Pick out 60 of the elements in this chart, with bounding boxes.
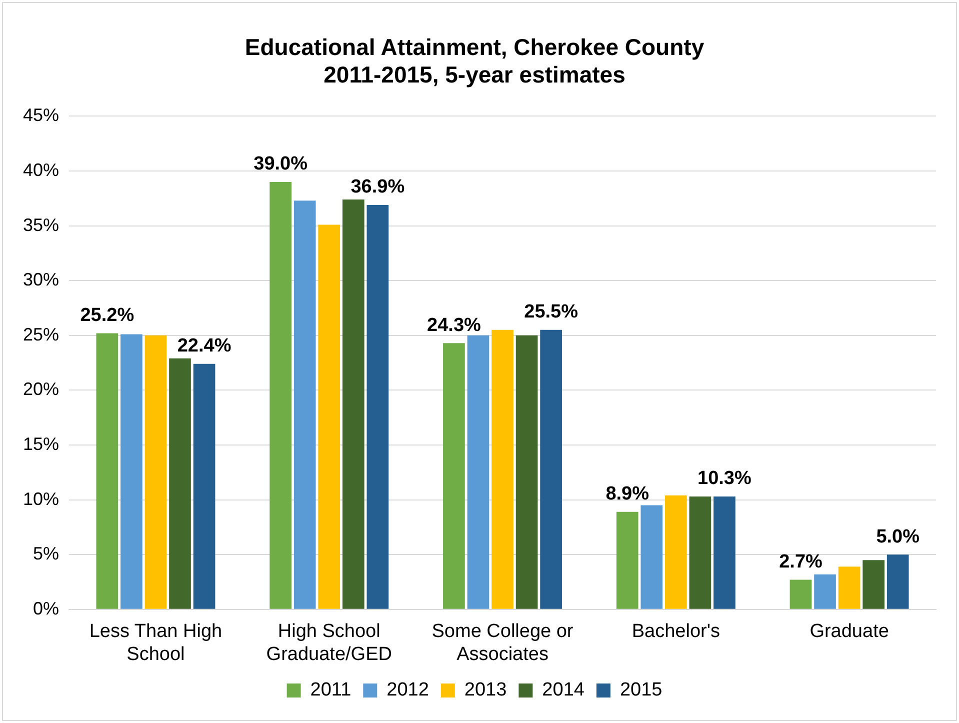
bar bbox=[96, 333, 118, 609]
y-tick-label: 30% bbox=[22, 270, 60, 290]
y-tick-label: 15% bbox=[22, 434, 60, 454]
bar bbox=[838, 566, 860, 609]
bar bbox=[814, 574, 836, 609]
category-label: Graduate/GED bbox=[266, 644, 392, 665]
bar bbox=[714, 496, 736, 609]
bar bbox=[540, 330, 562, 609]
category-label: Some College or bbox=[432, 621, 574, 642]
bar bbox=[193, 364, 216, 609]
data-label: 39.0% bbox=[254, 154, 308, 175]
y-tick-label: 45% bbox=[22, 105, 60, 126]
y-tick-label: 25% bbox=[22, 324, 60, 344]
y-tick-label: 5% bbox=[33, 544, 60, 564]
y-tick-label: 20% bbox=[22, 379, 60, 400]
category-label: High School bbox=[278, 621, 380, 642]
category-label: School bbox=[126, 644, 185, 665]
bar bbox=[318, 224, 340, 609]
data-label: 8.9% bbox=[606, 484, 650, 505]
bar bbox=[886, 554, 909, 609]
legend-label: 2015 bbox=[620, 680, 662, 701]
bar bbox=[144, 335, 167, 609]
legend-label: 2013 bbox=[464, 680, 507, 701]
data-label: 5.0% bbox=[876, 526, 920, 548]
bar bbox=[790, 580, 812, 609]
data-label: 2.7% bbox=[779, 552, 823, 573]
y-tick-label: 40% bbox=[22, 160, 60, 180]
bar bbox=[169, 358, 191, 609]
bar bbox=[294, 200, 316, 609]
bar bbox=[516, 335, 538, 609]
x-tick-label: Graduate bbox=[810, 621, 889, 642]
y-tick-label: 10% bbox=[22, 488, 60, 509]
y-tick-label: 35% bbox=[22, 214, 60, 235]
bar bbox=[270, 182, 292, 609]
text: 2011-2015, 5-year estimates bbox=[324, 62, 626, 88]
bar bbox=[689, 496, 712, 609]
data-label: 10.3% bbox=[698, 468, 752, 490]
data-label: 25.5% bbox=[524, 302, 578, 323]
y-tick-label: 0% bbox=[33, 598, 60, 618]
category-label: Less Than High bbox=[89, 621, 222, 642]
data-label: 25.2% bbox=[80, 304, 134, 326]
bar bbox=[664, 495, 687, 609]
bar bbox=[443, 343, 465, 609]
category-label: Associates bbox=[456, 644, 548, 665]
bar bbox=[467, 335, 490, 609]
text: Educational Attainment, Cherokee County bbox=[244, 34, 704, 60]
bar bbox=[366, 204, 389, 609]
bar bbox=[616, 512, 638, 609]
legend-label: 2012 bbox=[386, 680, 429, 701]
bar bbox=[120, 334, 142, 609]
bar bbox=[342, 199, 364, 609]
x-tick-label: Bachelor's bbox=[632, 621, 720, 642]
data-label: 24.3% bbox=[427, 314, 482, 336]
bar bbox=[640, 505, 663, 609]
legend-label: 2011 bbox=[310, 680, 352, 701]
bar bbox=[492, 330, 514, 609]
data-label: 22.4% bbox=[177, 336, 232, 357]
legend-label: 2014 bbox=[542, 680, 585, 701]
data-label: 36.9% bbox=[350, 176, 405, 198]
bar bbox=[862, 560, 884, 609]
